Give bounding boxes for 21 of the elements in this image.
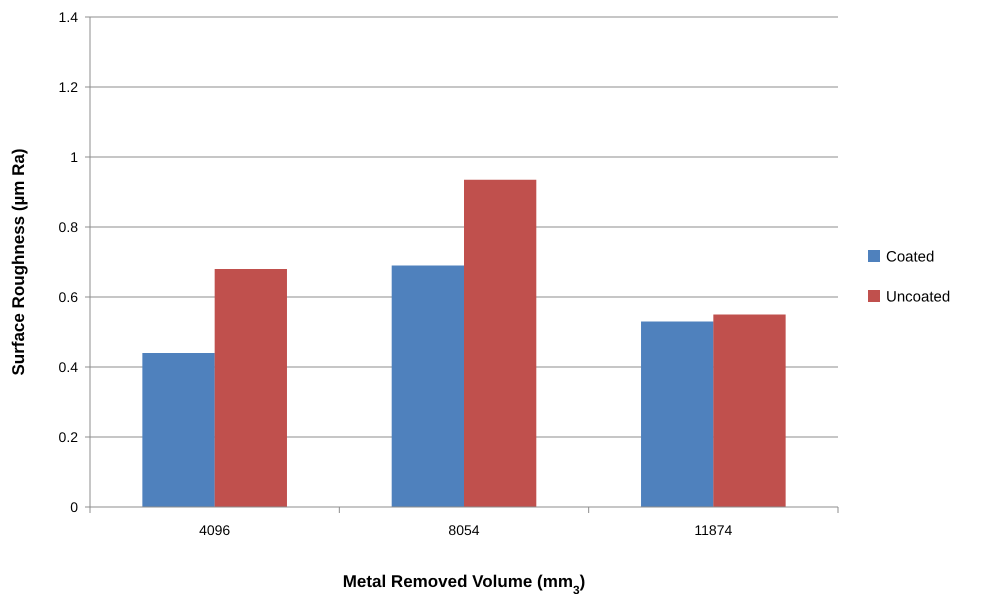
y-tick-label: 0.4 [58, 358, 78, 375]
legend-label: Coated [886, 248, 934, 266]
bar [713, 314, 786, 507]
bar [392, 266, 464, 507]
y-tick-label: 0.8 [58, 218, 78, 235]
bar [464, 180, 536, 507]
y-tick-label: 0.6 [58, 288, 78, 305]
x-tick-label: 8054 [448, 522, 480, 538]
legend-label: Uncoated [886, 288, 950, 306]
y-tick-label: 1.4 [58, 8, 78, 25]
y-tick-label: 0 [70, 498, 78, 515]
y-tick-label: 1 [70, 148, 78, 165]
bar [142, 353, 215, 507]
y-axis-title: Surface Roughness (µm Ra) [9, 148, 28, 376]
y-tick-label: 1.2 [58, 78, 78, 95]
x-tick-label: 4096 [199, 522, 230, 538]
bar [214, 269, 287, 507]
bar [641, 322, 714, 507]
x-tick-label: 11874 [694, 522, 732, 538]
y-tick-label: 0.2 [58, 428, 78, 445]
x-axis-title: Metal Removed Volume (mm$_{3}$) [342, 572, 586, 594]
